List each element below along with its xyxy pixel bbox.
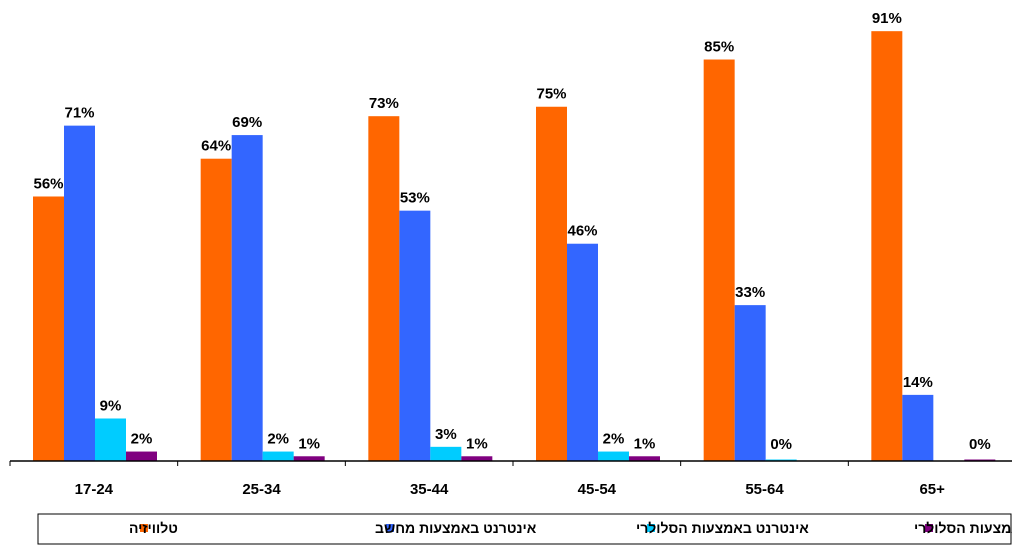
legend-label-4: טלוויזיה באמצעות הסלולרי	[914, 520, 1012, 536]
value-label-3-25-34: 2%	[267, 431, 289, 448]
bar-3-25-34	[262, 451, 294, 461]
bar-1-17-24	[33, 196, 64, 461]
legend-label-2: אינטרנט באמצעות מחשב	[375, 520, 537, 536]
value-label-4-35-44: 1%	[466, 435, 488, 452]
bar-3-35-44	[430, 446, 462, 461]
value-label-2-17-24: 71%	[64, 105, 94, 122]
x-tick-label: 17-24	[75, 481, 114, 498]
value-label-2-25-34: 69%	[232, 114, 262, 131]
bar-1-65+	[871, 31, 903, 462]
value-label-2-55-64: 33%	[735, 284, 765, 301]
legend-box	[37, 513, 1012, 545]
legend: טלוויזיה אינטרנט באמצעות מחשב אינטרנט באמצ…	[37, 513, 1012, 545]
x-tick-label: 65+	[919, 481, 945, 498]
legend-label-3: אינטרנט באמצעות הסלולרי	[636, 520, 809, 536]
bar-1-25-34	[200, 158, 232, 461]
bar-4-17-24	[126, 451, 157, 461]
value-label-3-55-64: 0%	[770, 436, 792, 453]
bars-layer	[33, 31, 996, 462]
value-label-4-25-34: 1%	[298, 435, 320, 452]
bar-1-45-54	[536, 106, 567, 462]
value-label-2-45-54: 46%	[567, 223, 597, 240]
legend-label-1: טלוויזיה	[129, 520, 178, 536]
value-label-2-65+: 14%	[903, 374, 933, 391]
x-tick-label: 25-34	[242, 481, 281, 498]
x-tick-label: 45-54	[578, 481, 617, 498]
bar-4-25-34	[293, 456, 325, 461]
bar-3-45-54	[598, 451, 629, 461]
x-tick-label: 35-44	[410, 481, 449, 498]
x-axis: 17-24 25-34 35-44 45-54 55-64 65+	[9, 460, 1012, 498]
value-label-1-25-34: 64%	[201, 138, 231, 155]
bar-2-65+	[902, 394, 934, 461]
legend-swatch-4	[925, 524, 933, 532]
x-tick-label: 55-64	[745, 481, 784, 498]
value-label-1-55-64: 85%	[704, 39, 734, 56]
legend-swatch-3	[647, 524, 655, 532]
bar-2-35-44	[399, 210, 431, 461]
bar-1-55-64	[703, 59, 735, 462]
value-label-4-45-54: 1%	[634, 435, 656, 452]
value-label-3-35-44: 3%	[435, 426, 457, 443]
value-label-1-17-24: 56%	[33, 175, 63, 192]
bar-2-45-54	[567, 243, 598, 461]
value-label-1-65+: 91%	[872, 10, 902, 27]
value-label-1-35-44: 73%	[369, 95, 399, 112]
bar-1-35-44	[368, 116, 400, 461]
bar-4-45-54	[629, 456, 660, 461]
value-label-1-45-54: 75%	[536, 86, 566, 103]
bar-4-35-44	[461, 456, 493, 461]
bar-3-17-24	[95, 418, 126, 461]
value-label-2-35-44: 53%	[400, 190, 430, 207]
bar-2-17-24	[64, 125, 95, 461]
legend-swatch-2	[386, 524, 394, 532]
bar-2-25-34	[231, 135, 263, 462]
value-label-4-65+: 0%	[969, 436, 991, 453]
value-label-4-17-24: 2%	[131, 431, 153, 448]
value-label-3-17-24: 9%	[100, 397, 122, 414]
legend-swatch-1	[140, 524, 148, 532]
value-labels-layer: 56% 71% 9% 2% 64%69% 2% 1% 73% 53% 3% 1% 75% 46% 2% 1%…	[33, 10, 990, 453]
bar-2-55-64	[734, 305, 766, 461]
value-label-3-45-54: 2%	[603, 431, 625, 448]
